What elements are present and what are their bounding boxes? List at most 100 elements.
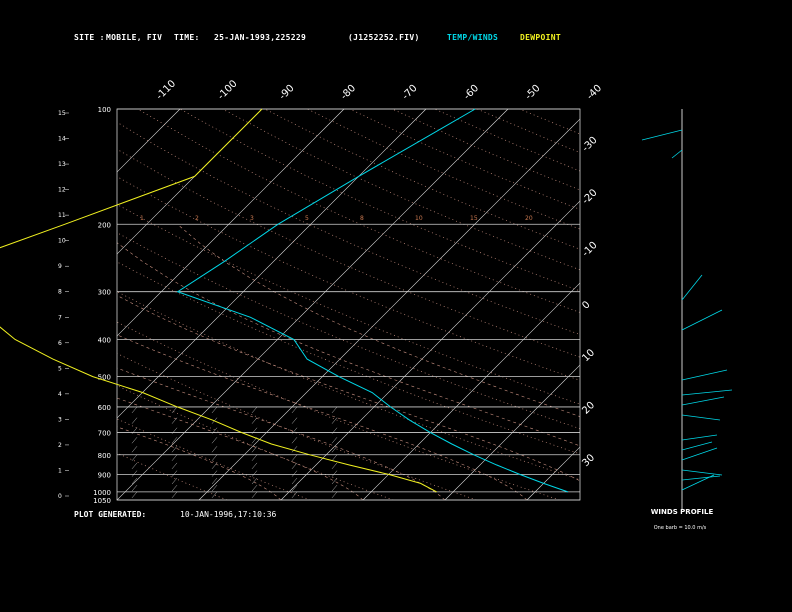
dash-mark [211,406,218,414]
dash-mark [331,462,338,470]
dash-mark [251,491,258,499]
dry-adiabat [349,109,580,210]
dash-mark [291,406,298,414]
moist-adiabat [177,224,580,417]
isotherm-line [773,109,792,500]
dash-mark [171,446,178,453]
dash-mark [251,406,258,414]
isotherm-line [198,118,580,500]
mixing-ratio-label: 20 [525,215,533,222]
dash-mark [131,437,138,444]
dry-adiabat [264,109,580,250]
isotherm-line [0,109,16,500]
dry-adiabat [519,109,580,135]
isotherm-line [444,364,580,500]
plot-generated-label: PLOT GENERATED: [74,510,147,519]
dash-mark [331,446,338,453]
pressure-tick: 1050 [93,497,111,505]
dash-mark [131,470,138,477]
moist-adiabat [117,397,364,500]
dash-mark [211,470,218,477]
dash-mark [251,417,258,424]
height-tick: 9 [58,263,62,270]
dry-adiabat [117,452,228,500]
dry-adiabat [434,109,580,172]
moist-adiabat [117,242,580,447]
pressure-tick: 100 [98,106,111,114]
time-label: TIME: [174,33,200,42]
top-isotherm-label: -90 [277,83,296,102]
dry-adiabat [117,321,560,500]
dry-adiabat [117,176,580,381]
right-isotherm-label: 10 [580,347,597,364]
right-isotherm-label: -10 [580,240,599,259]
dash-mark [331,470,338,477]
dash-mark [171,454,178,461]
dash-mark [171,484,178,492]
dash-mark [211,446,218,453]
site-label: SITE : [74,33,105,42]
dash-mark [171,491,178,499]
dry-adiabat [392,109,580,191]
dash-mark [171,437,178,444]
wind-barb [681,447,718,461]
dash-mark [171,477,178,485]
dry-adiabat [117,261,580,455]
height-tick: 15 [58,110,66,117]
wind-barb [681,474,715,491]
mixing-ratio-label: 3 [250,215,254,222]
dash-mark [211,477,218,485]
wind-barb [681,389,733,396]
dash-mark [251,462,258,470]
moist-adiabat [117,334,528,500]
dash-mark [171,470,178,477]
isotherm-line [117,109,509,500]
height-tick: 8 [58,289,62,296]
wind-barb [681,475,721,481]
dash-mark [291,477,298,485]
height-tick: 5 [58,365,62,372]
pressure-tick: 800 [98,452,111,460]
dash-mark [131,446,138,453]
dash-mark [291,470,298,477]
dry-adiabat [117,353,477,500]
top-isotherm-label: -50 [523,83,542,102]
dash-mark [251,477,258,485]
dry-adiabat [117,291,580,481]
isotherm-line [691,109,792,500]
legend-dewpoint: DEWPOINT [520,33,561,42]
pressure-tick: 1000 [93,489,111,497]
right-isotherm-label: -20 [580,187,599,206]
wind-barb [681,309,723,331]
dash-mark [331,417,338,424]
dash-mark [291,484,298,492]
isotherm-line [609,109,792,500]
dash-mark [291,491,298,499]
dash-mark [331,491,338,499]
series-line-dewpoint [0,108,437,493]
dash-mark [211,454,218,461]
height-tick: 11 [58,212,66,219]
wind-barb [681,369,728,381]
dash-mark [251,484,258,492]
dash-mark [171,417,178,424]
dry-adiabat [222,109,580,271]
wind-barb [681,469,723,476]
pressure-tick: 200 [98,221,111,229]
dash-mark [291,454,298,461]
wind-barb [681,274,703,301]
series-line-temp [176,108,569,493]
height-tick: 13 [58,161,66,168]
isotherm-line [362,282,580,500]
dash-mark [211,462,218,470]
winds-profile-subtitle: One barb = 10.0 m/s [654,525,707,531]
isotherm-line [117,109,263,255]
wind-barb [681,414,721,421]
height-tick: 0 [58,493,62,500]
dash-mark [251,446,258,453]
right-isotherm-label: 0 [580,299,592,311]
height-tick: 7 [58,314,62,321]
wind-barb [671,149,683,159]
dry-adiabat [179,109,580,292]
top-isotherm-label: -60 [462,83,481,102]
